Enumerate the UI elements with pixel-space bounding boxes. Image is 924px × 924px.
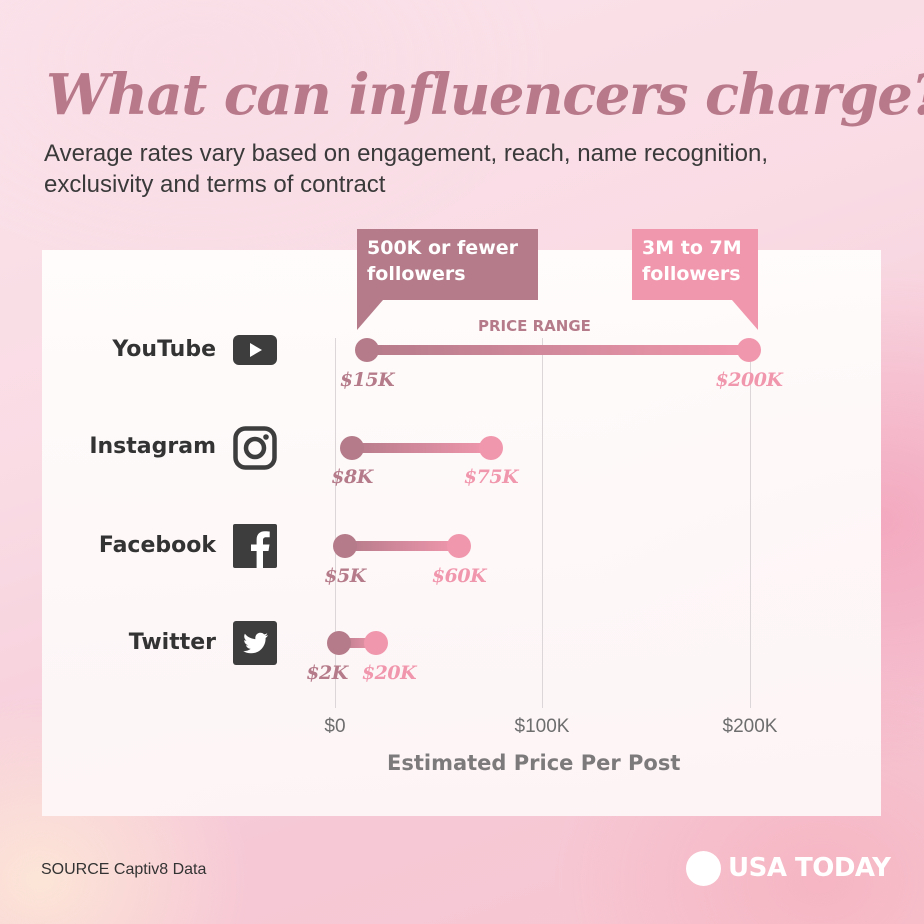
gridline-100k xyxy=(542,338,543,708)
low-value-twitter: $2K xyxy=(306,662,348,684)
high-dot-youtube xyxy=(737,338,761,362)
chart-title: What can influencers charge? xyxy=(46,62,924,128)
chart-subtitle: Average rates vary based on engagement, … xyxy=(44,140,769,198)
legend-low-line1: 500K or fewer xyxy=(367,237,518,259)
high-dot-instagram xyxy=(479,436,503,460)
high-value-instagram: $75K xyxy=(463,466,519,488)
low-value-facebook: $5K xyxy=(324,565,366,587)
x-axis-label: Estimated Price Per Post xyxy=(387,751,681,775)
legend-low-followers: 500K or fewer followers xyxy=(357,229,538,300)
gridline-0 xyxy=(335,338,336,708)
low-dot-youtube xyxy=(355,338,379,362)
low-value-youtube: $15K xyxy=(339,369,395,391)
x-tick-0: $0 xyxy=(324,716,346,737)
x-tick-200k: $200K xyxy=(722,716,778,737)
legend-high-line1: 3M to 7M xyxy=(642,237,742,259)
low-dot-instagram xyxy=(340,436,364,460)
low-dot-twitter xyxy=(327,631,351,655)
row-label-instagram: Instagram xyxy=(89,434,216,459)
legend-low-pointer xyxy=(357,300,383,330)
high-value-youtube: $200K xyxy=(715,369,783,391)
range-bar-twitter xyxy=(339,638,376,648)
range-bar-youtube xyxy=(367,345,749,355)
twitter-icon xyxy=(233,621,277,665)
gridline-200k xyxy=(750,338,751,708)
instagram-icon xyxy=(233,426,277,470)
high-value-facebook: $60K xyxy=(431,565,487,587)
facebook-icon xyxy=(233,524,277,568)
legend-low-line2: followers xyxy=(367,263,466,285)
row-label-twitter: Twitter xyxy=(128,630,216,655)
range-bar-facebook xyxy=(345,541,459,551)
usa-today-logo-icon xyxy=(686,851,721,886)
source-credit: SOURCE Captiv8 Data xyxy=(41,861,207,878)
row-label-youtube: YouTube xyxy=(112,337,216,362)
high-dot-twitter xyxy=(364,631,388,655)
legend-high-pointer xyxy=(732,300,758,330)
usa-today-wordmark: USA TODAY xyxy=(728,853,891,883)
low-dot-facebook xyxy=(333,534,357,558)
low-value-instagram: $8K xyxy=(331,466,373,488)
row-label-facebook: Facebook xyxy=(98,533,216,558)
x-tick-100k: $100K xyxy=(514,716,570,737)
legend-high-line2: followers xyxy=(642,263,741,285)
range-bar-instagram xyxy=(352,443,491,453)
legend-high-followers: 3M to 7M followers xyxy=(632,229,758,300)
price-range-label: PRICE RANGE xyxy=(478,317,591,335)
youtube-icon xyxy=(233,335,277,365)
high-dot-facebook xyxy=(447,534,471,558)
high-value-twitter: $20K xyxy=(361,662,417,684)
